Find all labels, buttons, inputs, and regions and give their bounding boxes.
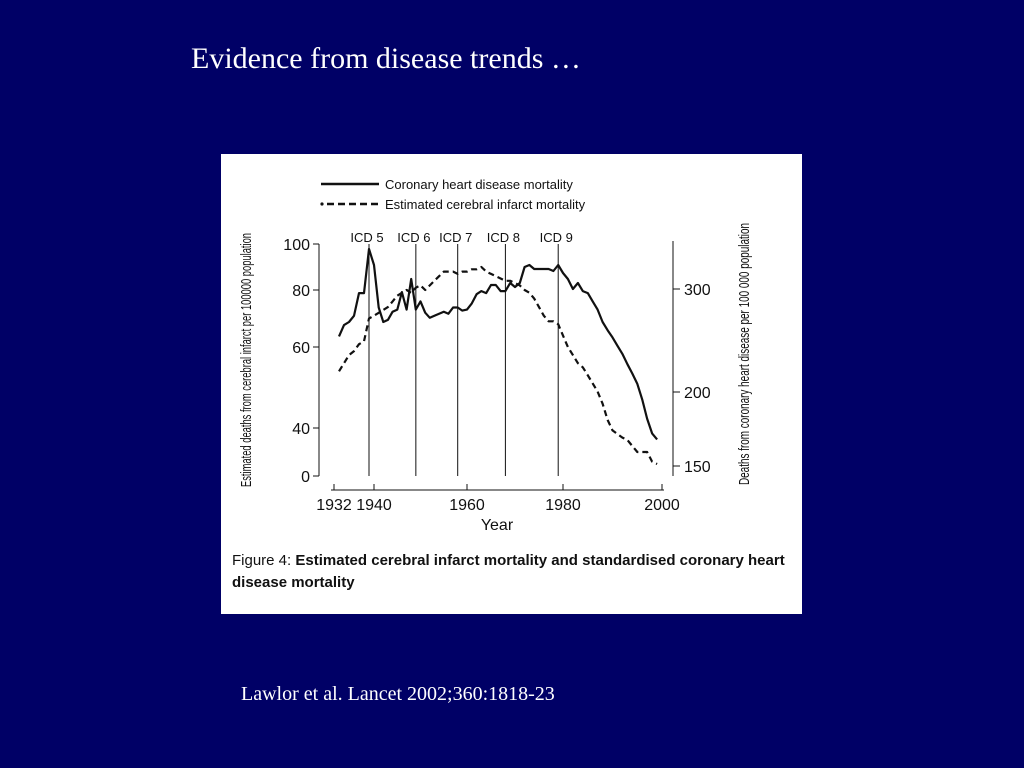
icd-revision-lines: ICD 5 ICD 6 ICD 7 ICD 8 ICD 9 xyxy=(350,230,573,476)
chart: Coronary heart disease mortality Estimat… xyxy=(238,177,753,534)
figure-caption: Figure 4: Estimated cerebral infarct mor… xyxy=(232,550,792,594)
icd-label: ICD 7 xyxy=(439,230,472,245)
y-left-tick-label: 60 xyxy=(292,340,310,357)
legend-label-chd: Coronary heart disease mortality xyxy=(385,177,573,192)
x-axis-label: Year xyxy=(481,517,514,534)
axis-ticks: 1932 1940 1960 1980 2000 0 40 60 80 100 150 200 300 xyxy=(283,237,711,514)
y-axis-right-label: Deaths from coronary heart disease per 1… xyxy=(736,223,753,485)
citation: Lawlor et al. Lancet 2002;360:1818-23 xyxy=(241,683,555,705)
icd-label: ICD 9 xyxy=(540,230,573,245)
series-lines xyxy=(337,247,658,465)
y-right-tick-label: 200 xyxy=(684,385,711,402)
series-line-coronary-heart-disease xyxy=(337,247,658,441)
x-tick-label: 1980 xyxy=(545,497,581,514)
x-tick-label: 2000 xyxy=(644,497,680,514)
x-tick-label: 1940 xyxy=(356,497,392,514)
x-tick-label: 1960 xyxy=(449,497,485,514)
y-right-tick-label: 300 xyxy=(684,282,711,299)
legend-marker-cerebral xyxy=(320,202,324,206)
series-line-cerebral-infarct xyxy=(338,265,658,465)
legend-label-cerebral: Estimated cerebral infarct mortality xyxy=(385,197,586,212)
y-right-tick-label: 150 xyxy=(684,459,711,476)
caption-prefix: Figure 4: xyxy=(232,552,296,569)
x-tick-label: 1932 xyxy=(316,497,352,514)
caption-text: Estimated cerebral infarct mortality and… xyxy=(232,552,785,591)
icd-label: ICD 6 xyxy=(397,230,430,245)
y-left-tick-label: 100 xyxy=(283,237,310,254)
y-left-tick-label: 0 xyxy=(301,469,310,486)
figure-panel: Coronary heart disease mortality Estimat… xyxy=(221,154,802,614)
slide-title: Evidence from disease trends … xyxy=(191,42,581,75)
y-left-tick-label: 80 xyxy=(292,283,310,300)
y-axis-left-label: Estimated deaths from cerebral infarct p… xyxy=(238,233,255,487)
icd-label: ICD 5 xyxy=(350,230,383,245)
legend: Coronary heart disease mortality Estimat… xyxy=(320,177,586,212)
y-left-tick-label: 40 xyxy=(292,421,310,438)
icd-label: ICD 8 xyxy=(487,230,520,245)
